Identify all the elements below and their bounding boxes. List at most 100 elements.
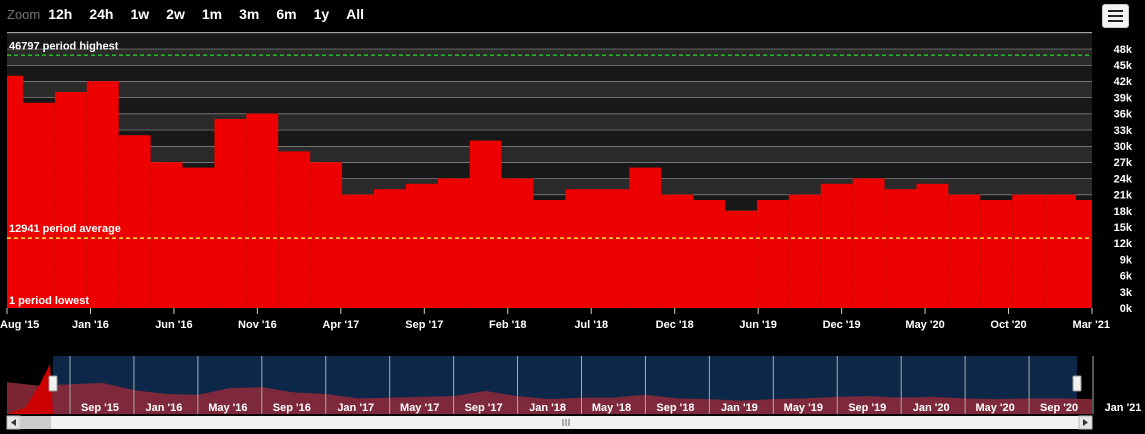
x-tick-label: Dec '18 [656, 319, 694, 331]
data-bar [756, 200, 789, 308]
navigator-initial-area [7, 364, 53, 414]
navigator-tick-label: Jan '18 [529, 402, 566, 414]
lowest-label: 1 period lowest [9, 295, 89, 307]
data-bar [405, 183, 438, 308]
data-bar [1076, 200, 1092, 308]
scrollbar-thumb[interactable] [21, 416, 51, 429]
y-tick-label: 36k [1114, 109, 1133, 121]
navigator-tick-label: Sep '17 [465, 402, 503, 414]
x-tick-label: Mar '21 [1073, 319, 1110, 331]
data-bar [150, 162, 183, 308]
data-bar [469, 140, 502, 308]
zoom-1y-button[interactable]: 1y [313, 6, 330, 22]
data-bar [214, 119, 247, 308]
navigator-tick-label: Jan '16 [146, 402, 183, 414]
y-tick-label: 45k [1114, 60, 1133, 72]
zoom-12h-button[interactable]: 12h [48, 6, 73, 22]
data-bar [597, 189, 630, 308]
data-bar [86, 81, 119, 308]
grid-band [7, 81, 1092, 98]
navigator-tick-label: May '20 [975, 402, 1014, 414]
zoom-24h-button[interactable]: 24h [89, 6, 114, 22]
grid-band [7, 65, 1092, 82]
zoom-label: Zoom [7, 6, 41, 22]
grid-band [7, 146, 1092, 163]
arrow-right-icon [1083, 419, 1088, 426]
data-bar [693, 200, 726, 308]
data-bar [373, 189, 406, 308]
x-tick-label: Feb '18 [489, 319, 526, 331]
y-tick-label: 12k [1114, 238, 1133, 250]
data-bar [437, 178, 470, 308]
x-tick-label: Oct '20 [990, 319, 1026, 331]
x-tick-label: Nov '16 [238, 319, 277, 331]
data-bar [725, 210, 757, 308]
navigator-left-handle[interactable] [48, 375, 58, 392]
y-tick-label: 18k [1114, 206, 1133, 218]
zoom-3m-button[interactable]: 3m [239, 6, 260, 22]
grid-band [7, 48, 1092, 65]
grid-band [7, 129, 1092, 146]
y-tick-label: 9k [1120, 254, 1133, 266]
y-tick-label: 30k [1114, 141, 1133, 153]
data-bar [1012, 194, 1045, 308]
navigator-tick-label: May '17 [400, 402, 439, 414]
y-tick-label: 15k [1114, 222, 1133, 234]
zoom-2w-button[interactable]: 2w [166, 6, 185, 22]
navigator-tick-label: Jan '21 [1105, 402, 1142, 414]
x-tick-label: Apr '17 [322, 319, 359, 331]
arrow-left-icon [11, 419, 16, 426]
y-tick-label: 21k [1114, 190, 1133, 202]
data-bar [980, 200, 1013, 308]
data-bar [246, 113, 279, 308]
data-bar [533, 200, 566, 308]
data-bar [1044, 194, 1077, 308]
data-bar [342, 194, 374, 308]
data-bar [118, 135, 151, 308]
data-bar [948, 194, 981, 308]
x-tick-label: Jun '19 [739, 319, 776, 331]
navigator-tick-label: May '19 [784, 402, 823, 414]
scrollbar-track[interactable] [7, 416, 1092, 429]
data-bar [565, 189, 598, 308]
navigator-tick-label: Sep '20 [1040, 402, 1078, 414]
navigator-tick-label: Jan '20 [913, 402, 950, 414]
data-bar [916, 183, 949, 308]
data-bar [278, 151, 311, 308]
hamburger-menu-icon[interactable] [1102, 4, 1129, 28]
x-tick-label: Jan '16 [72, 319, 109, 331]
grid-band [7, 113, 1092, 130]
y-tick-label: 39k [1114, 92, 1133, 104]
navigator-tick-label: May '16 [208, 402, 247, 414]
navigator-area [7, 382, 1092, 414]
y-tick-label: 0k [1120, 303, 1133, 315]
x-tick-label: Jun '16 [155, 319, 192, 331]
data-bar [661, 194, 694, 308]
data-bar [501, 178, 534, 308]
zoom-1m-button[interactable]: 1m [201, 6, 223, 22]
navigator-right-handle[interactable] [1072, 375, 1082, 392]
x-tick-label: May '20 [905, 319, 944, 331]
navigator-tick-label: Jan '19 [721, 402, 758, 414]
y-tick-label: 33k [1114, 125, 1133, 137]
y-tick-label: 48k [1114, 44, 1133, 56]
data-bar [7, 75, 23, 308]
highest-label: 46797 period highest [9, 40, 119, 52]
zoom-bar: Zoom 12h 24h 1w 2w 1m 3m 6m 1y All [7, 4, 381, 24]
y-tick-label: 3k [1120, 287, 1133, 299]
data-bar [852, 178, 885, 308]
x-tick-label: Sep '17 [405, 319, 443, 331]
data-bar [310, 162, 343, 308]
zoom-1w-button[interactable]: 1w [130, 6, 150, 22]
x-tick-label: Aug '15 [0, 319, 39, 331]
grid-band [7, 97, 1092, 114]
grid-band [7, 32, 1092, 49]
zoom-6m-button[interactable]: 6m [276, 6, 297, 22]
y-tick-label: 24k [1114, 173, 1133, 185]
zoom-all-button[interactable]: All [346, 6, 365, 22]
data-bar [22, 102, 55, 308]
navigator-tick-label: Sep '19 [848, 402, 886, 414]
x-tick-label: Dec '19 [823, 319, 861, 331]
average-label: 12941 period average [9, 223, 121, 235]
